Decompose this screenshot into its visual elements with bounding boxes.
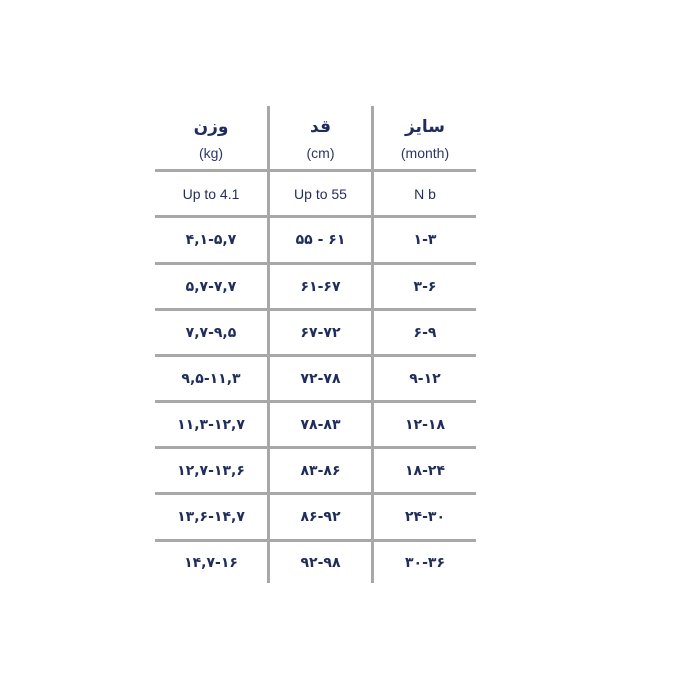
table-cell: ۳۰-۳۶ <box>405 554 445 571</box>
table-cell: ۶۱-۶۷ <box>300 278 341 295</box>
table-cell: ۷۲-۷۸ <box>300 370 341 387</box>
table-cell: ۳-۶ <box>413 278 437 295</box>
table-cell: ۱۴,۷-۱۶ <box>184 554 238 571</box>
table-cell: ۲۴-۳۰ <box>405 509 445 525</box>
table-cell: ۵,۷-۷,۷ <box>185 278 237 295</box>
table-cell: ۴,۱-۵,۷ <box>185 232 237 248</box>
row-divider <box>155 354 476 357</box>
header-unit: (kg) <box>198 144 224 161</box>
table-cell: ۶۷-۷۲ <box>300 324 341 341</box>
row-divider <box>155 539 476 542</box>
row-divider <box>155 262 476 265</box>
table-cell: Up to 55 <box>294 185 347 202</box>
header-unit: (month) <box>400 144 450 161</box>
table-cell: N b <box>414 185 436 202</box>
size-chart-table: وزن (kg) قد (cm) سایز (month) Up to 4.1 U… <box>155 106 476 583</box>
row-divider <box>155 308 476 311</box>
table-cell: ۱۳,۶-۱۴,۷ <box>177 509 245 525</box>
header-unit: (cm) <box>306 144 335 161</box>
row-divider <box>155 492 476 495</box>
table-cell: ۷۸-۸۳ <box>300 416 341 433</box>
table-cell: ۱-۳ <box>413 232 437 248</box>
table-cell: Up to 4.1 <box>182 185 240 202</box>
table-cell: ۵۵ - ۶۱ <box>295 232 346 248</box>
row-divider <box>155 215 476 218</box>
table-cell: ۷,۷-۹,۵ <box>185 324 237 341</box>
table-cell: ۱۸-۲۴ <box>405 462 445 479</box>
header-size: سایز (month) <box>374 106 476 169</box>
row-divider <box>155 169 476 172</box>
row-divider <box>155 446 476 449</box>
table-cell: ۹۲-۹۸ <box>300 554 341 571</box>
header-weight: وزن (kg) <box>155 106 267 169</box>
header-title: سایز <box>404 116 446 137</box>
table-cell: ۸۳-۸۶ <box>300 462 341 479</box>
table-cell: ۱۱,۳-۱۲,۷ <box>177 416 245 433</box>
header-title: قد <box>310 116 331 137</box>
table-cell: ۹,۵-۱۱,۳ <box>181 370 241 387</box>
table-cell: ۹-۱۲ <box>409 370 441 387</box>
column-divider <box>371 106 374 583</box>
header-title: وزن <box>193 116 229 137</box>
table-cell: ۶-۹ <box>413 324 437 341</box>
header-height: قد (cm) <box>270 106 371 169</box>
row-divider <box>155 400 476 403</box>
table-cell: ۸۶-۹۲ <box>300 509 341 525</box>
table-cell: ۱۲-۱۸ <box>405 416 445 433</box>
table-cell: ۱۲,۷-۱۳,۶ <box>177 462 245 479</box>
column-divider <box>267 106 270 583</box>
